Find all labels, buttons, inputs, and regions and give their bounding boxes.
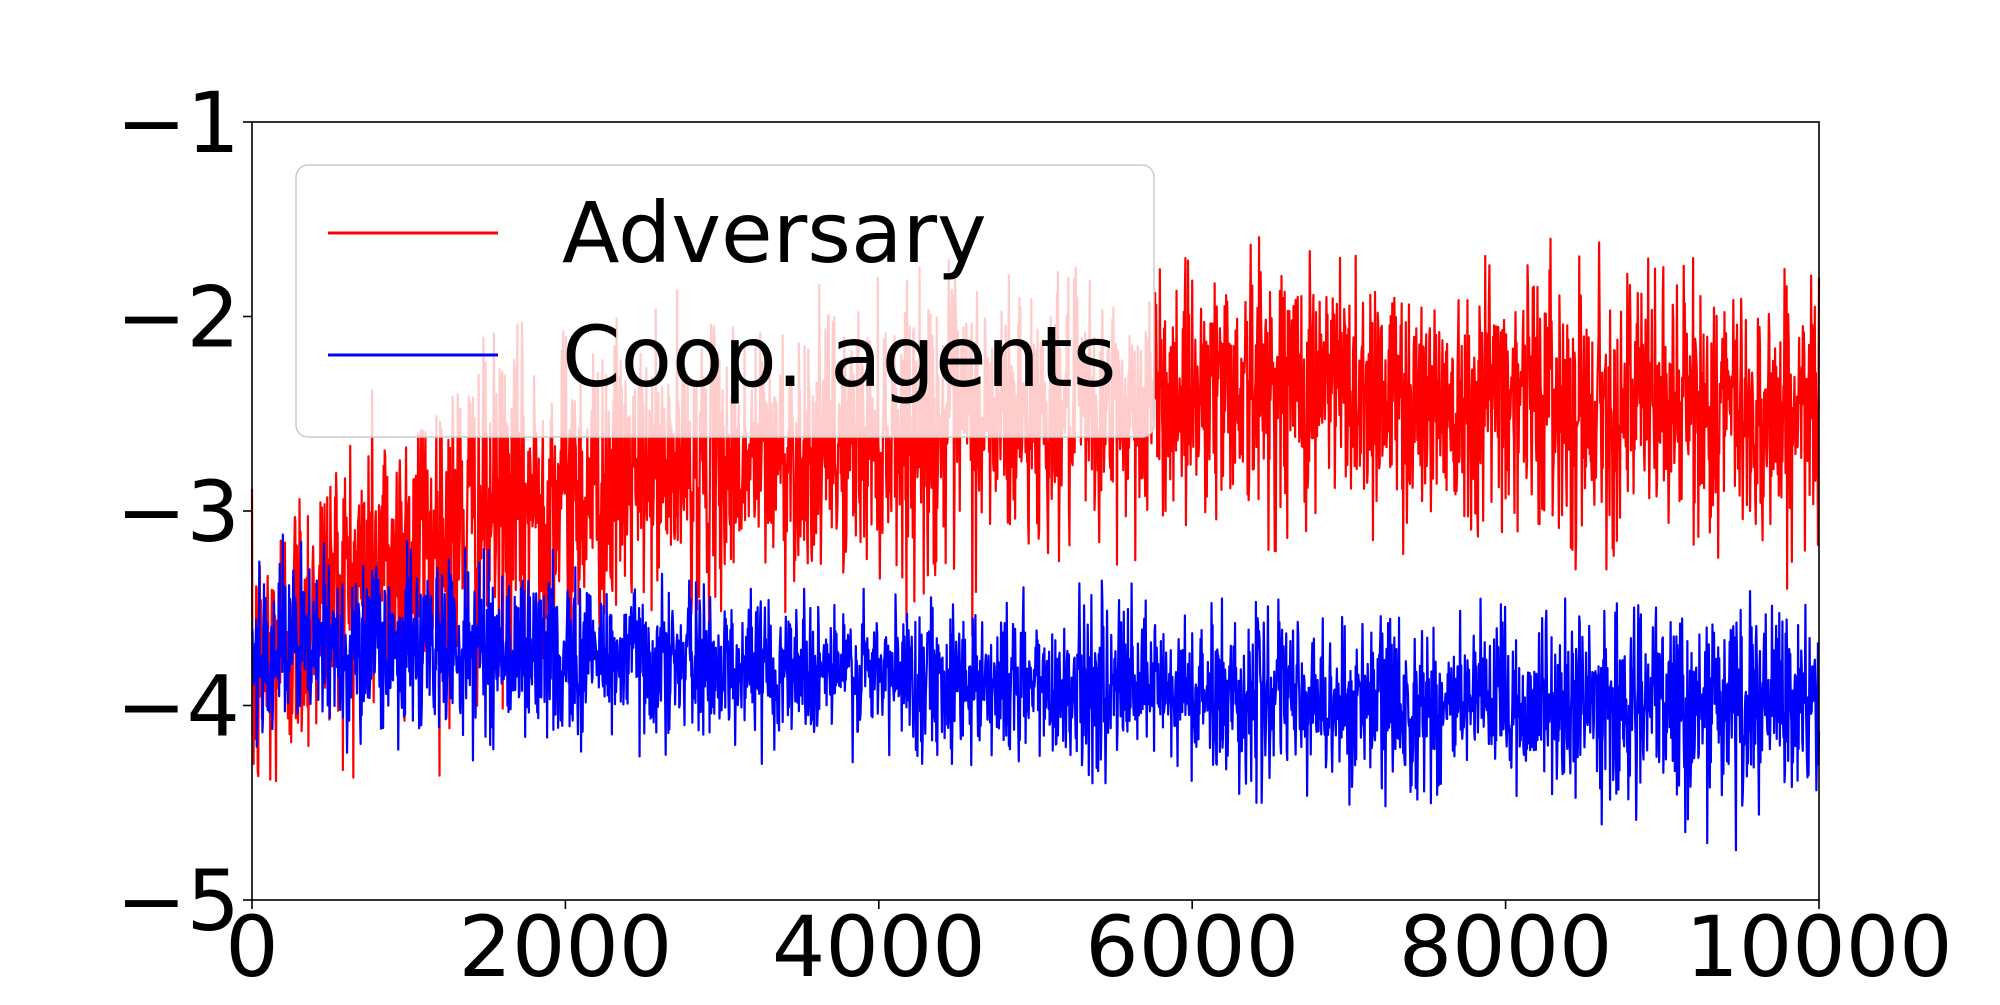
- legend-label-adversary: Adversary: [562, 184, 987, 282]
- y-tick-label: −1: [116, 74, 240, 172]
- series-layer: [250, 236, 1821, 852]
- x-tick-label: 2000: [459, 898, 673, 996]
- x-tick-label: 0: [225, 898, 278, 996]
- legend: Adversary Coop. agents: [295, 164, 1155, 438]
- y-tick-label: −2: [116, 269, 240, 367]
- legend-label-coop-agents: Coop. agents: [562, 308, 1117, 406]
- series-line-adversary: [250, 236, 1821, 783]
- x-tick-label: 4000: [772, 898, 986, 996]
- y-tick-label: −5: [116, 852, 240, 950]
- series-line-coop-agents: [250, 533, 1821, 852]
- x-tick-label: 10000: [1685, 898, 1952, 996]
- y-tick-label: −4: [116, 658, 240, 756]
- x-tick-label: 6000: [1085, 898, 1299, 996]
- legend-box: [295, 164, 1155, 438]
- y-tick-label: −3: [116, 463, 240, 561]
- x-tick-label: 8000: [1399, 898, 1613, 996]
- axes-layer: 0 2000 4000 6000 8000 10000 −1 −2 −3 −4 −5: [116, 74, 1952, 996]
